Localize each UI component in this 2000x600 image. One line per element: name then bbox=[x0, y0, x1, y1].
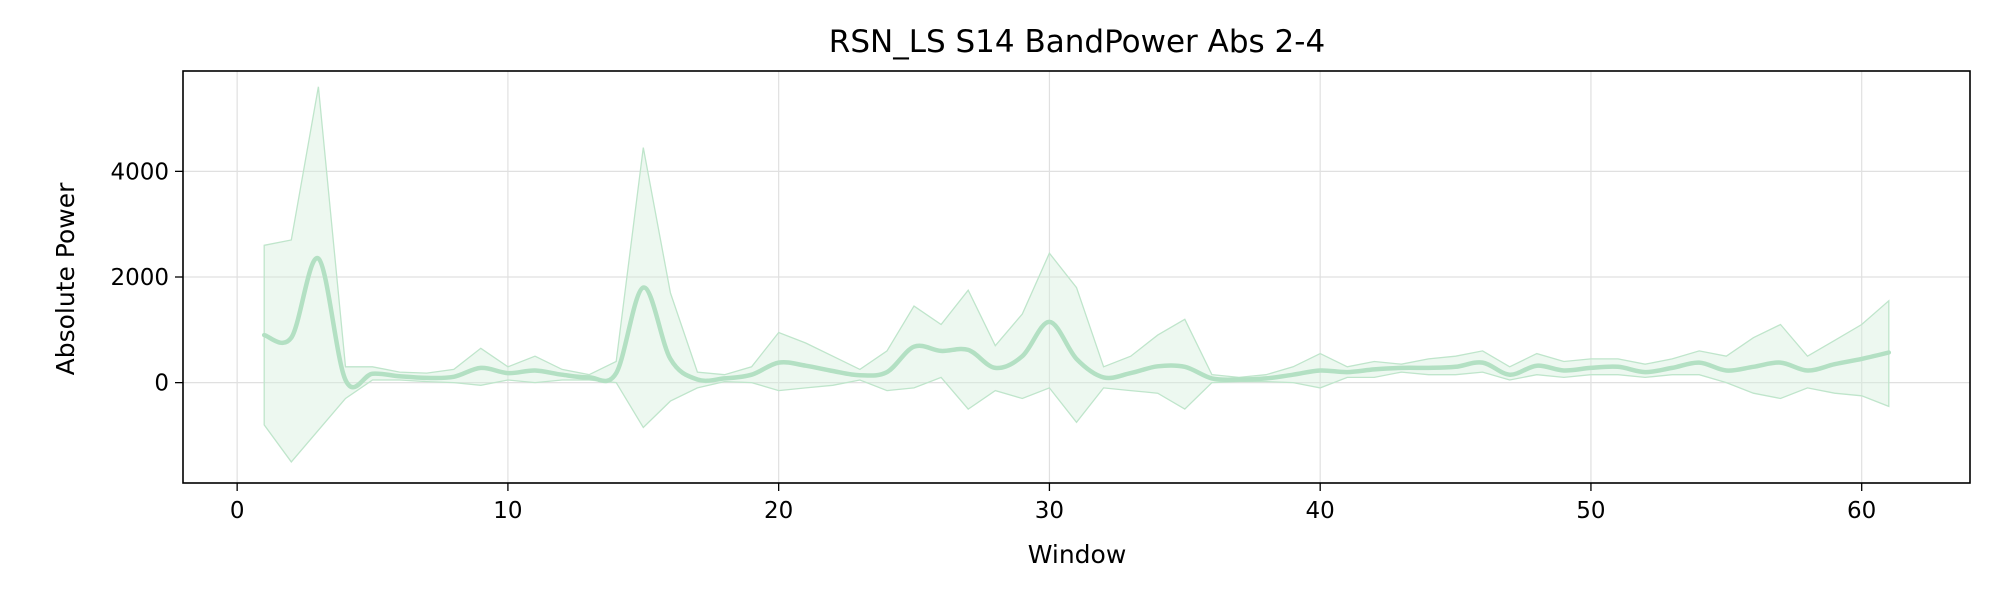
y-tick-label: 2000 bbox=[110, 265, 169, 291]
x-tick-label: 10 bbox=[493, 498, 522, 524]
x-axis-label: Window bbox=[1028, 540, 1127, 569]
x-tick-label: 30 bbox=[1035, 498, 1064, 524]
mean-line bbox=[261, 256, 1892, 390]
y-tick-label: 0 bbox=[154, 371, 169, 397]
y-axis-label: Absolute Power bbox=[51, 182, 80, 376]
x-tick-label: 40 bbox=[1306, 498, 1335, 524]
x-tick-label: 20 bbox=[764, 498, 793, 524]
chart-title: RSN_LS S14 BandPower Abs 2-4 bbox=[829, 24, 1325, 60]
grid bbox=[183, 71, 1970, 483]
confidence-band bbox=[263, 86, 1890, 463]
x-tick-label: 0 bbox=[230, 498, 245, 524]
x-tick-label: 60 bbox=[1847, 498, 1876, 524]
x-tick-label: 50 bbox=[1576, 498, 1605, 524]
y-axis: 0 2000 4000 bbox=[110, 159, 183, 397]
y-tick-label: 4000 bbox=[110, 159, 169, 185]
x-axis: 0 10 20 30 40 50 60 bbox=[230, 483, 1876, 524]
